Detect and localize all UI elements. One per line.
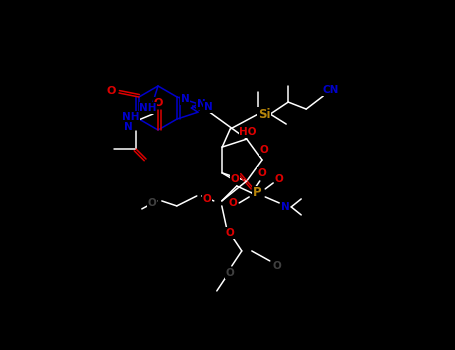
Text: O: O — [275, 174, 283, 184]
Text: O: O — [153, 98, 163, 108]
Text: P: P — [253, 187, 262, 199]
Text: HO: HO — [239, 127, 257, 137]
Text: O: O — [225, 228, 234, 238]
Text: N: N — [197, 99, 205, 109]
Text: O: O — [260, 145, 268, 155]
Text: O: O — [106, 86, 116, 96]
Text: O: O — [231, 174, 240, 184]
Text: Si: Si — [258, 107, 270, 120]
Text: O: O — [258, 168, 266, 178]
Text: O: O — [147, 198, 156, 208]
Text: N: N — [281, 202, 289, 212]
Text: N: N — [181, 94, 189, 104]
Text: O: O — [202, 194, 211, 204]
Text: NH: NH — [139, 103, 157, 113]
Text: CN: CN — [322, 85, 339, 95]
Text: N: N — [203, 102, 212, 112]
Text: O: O — [225, 268, 234, 278]
Text: N: N — [124, 122, 132, 132]
Text: NH: NH — [122, 112, 140, 122]
Text: O: O — [229, 198, 238, 208]
Text: O: O — [273, 261, 281, 271]
